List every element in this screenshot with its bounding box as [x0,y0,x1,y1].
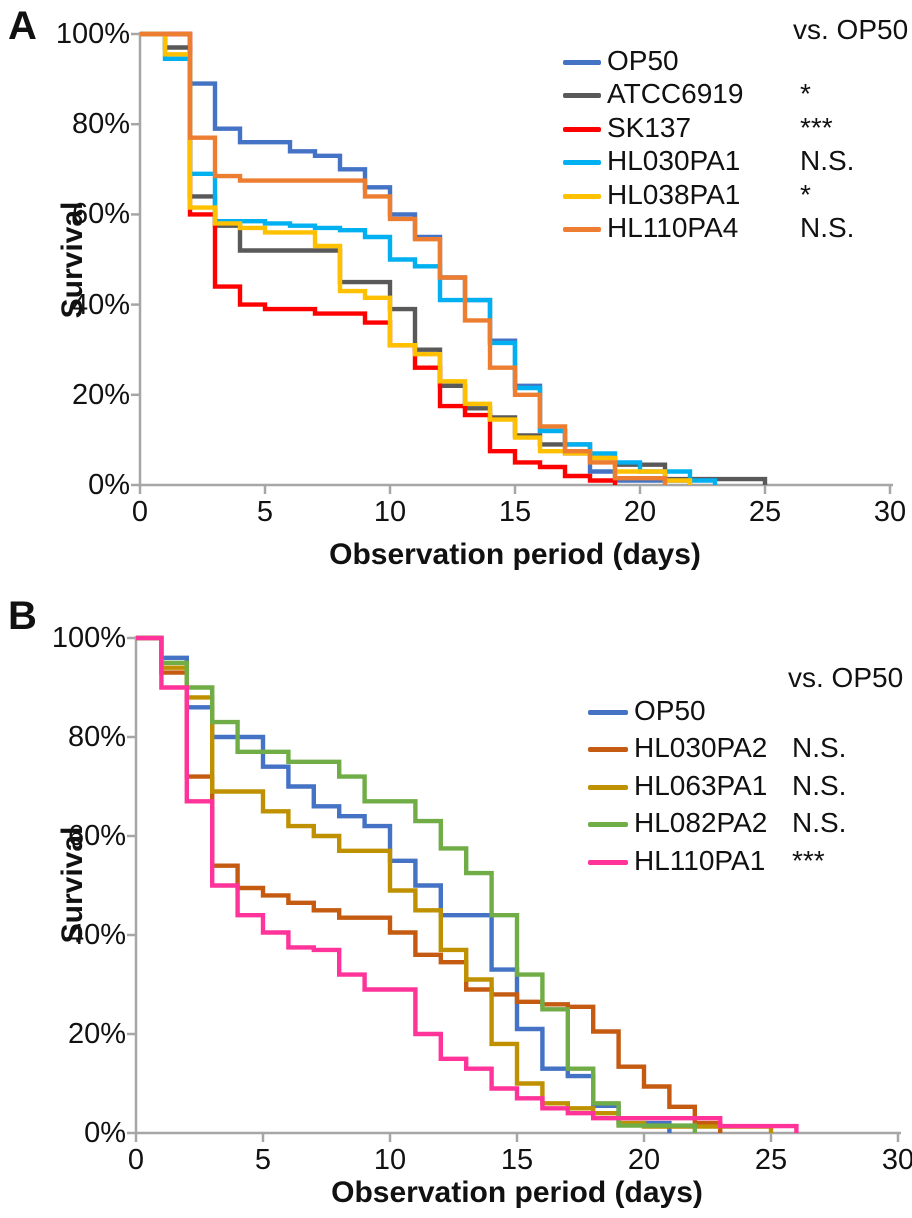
legend-line-swatch [563,126,601,132]
legend-line-swatch [563,160,601,166]
x-tick-label: 15 [500,1144,534,1176]
y-tick-label: 0% [88,469,130,501]
x-tick-label: 25 [754,1144,788,1176]
survival-curve-HL082PA2 [136,635,697,1133]
legend-series-label: OP50 [607,44,679,76]
legend-series-label: HL110PA1 [634,844,766,876]
legend-line-swatch [563,59,601,65]
significance-label: N.S. [800,145,855,177]
legend-series-label: HL030PA1 [607,145,741,177]
x-tick-label: 15 [498,496,532,528]
significance-label: N.S. [792,769,847,801]
legend-series-label: HL030PA2 [634,732,768,764]
legend-line-swatch [588,859,628,865]
legend-series-label: HL038PA1 [607,178,741,210]
survival-curve-HL030PA2 [136,635,723,1133]
significance-label: *** [792,844,825,876]
legend-line-swatch [588,822,628,828]
legend-series-label: OP50 [634,694,706,726]
y-tick-label: 80% [67,721,126,753]
legend-series-label: HL082PA2 [634,807,768,839]
x-tick-label: 25 [748,496,782,528]
y-tick-label: 60% [67,820,126,852]
x-tick-label: 20 [627,1144,661,1176]
significance-label: N.S. [800,212,855,244]
legend-line-swatch [588,784,628,790]
panel-b-letter: B [8,594,37,638]
legend-line-swatch [563,227,601,233]
survival-curve-HL110PA1 [136,635,799,1133]
x-tick-label: 30 [873,496,907,528]
y-tick-label: 0% [84,1117,126,1149]
y-tick-label: 20% [71,378,130,411]
survival-curve-HL110PA4 [140,31,668,485]
survival-curve-HL063PA1 [136,635,774,1133]
y-tick-label: 80% [71,108,130,141]
panel-a-y-axis-title: Survival [56,201,89,319]
survival-curve-ATCC6919 [140,31,768,485]
x-tick-label: 0 [127,1144,145,1176]
legend-line-swatch [588,709,628,715]
panel-a-x-axis-title: Observation period (days) [329,538,701,571]
panel-a-legend-header: vs. OP50 [793,14,909,45]
x-tick-label: 0 [131,496,149,528]
significance-label: N.S. [792,732,847,764]
legend-line-swatch [563,193,601,199]
panel-b-y-axis-title: Survival [56,826,89,944]
x-tick-label: 20 [623,496,657,528]
y-tick-label: 100% [55,18,130,50]
y-tick-label: 40% [71,288,130,321]
y-tick-label: 60% [71,198,130,231]
panel-b-x-axis-title: Observation period (days) [331,1176,703,1209]
panel-b-legend-header: vs. OP50 [788,662,904,693]
x-tick-label: 10 [373,1144,407,1176]
survival-curve-OP50 [136,635,672,1133]
panel-a-letter: A [8,4,37,48]
legend-line-swatch [563,93,601,99]
legend-series-label: HL063PA1 [634,769,768,801]
significance-label: * [800,178,811,210]
y-tick-label: 40% [67,919,126,951]
y-tick-label: 20% [67,1018,126,1050]
legend-line-swatch [588,747,628,753]
significance-label: N.S. [792,807,847,839]
significance-label: * [800,78,811,110]
x-tick-label: 5 [254,1144,272,1176]
legend-series-label: SK137 [607,111,692,143]
x-tick-label: 5 [256,496,274,528]
significance-label: *** [800,111,833,143]
x-tick-label: 10 [373,496,407,528]
y-tick-label: 100% [51,622,126,654]
x-tick-label: 30 [881,1144,912,1176]
survival-curve-SK137 [140,31,618,485]
legend-series-label: HL110PA4 [607,212,739,244]
legend-series-label: ATCC6919 [607,78,744,110]
